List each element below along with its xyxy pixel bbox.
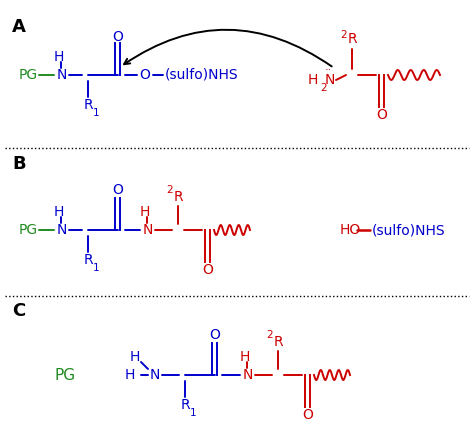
Text: O: O bbox=[112, 183, 123, 197]
Text: (sulfo)NHS: (sulfo)NHS bbox=[372, 223, 446, 237]
Text: R: R bbox=[83, 253, 93, 267]
Text: (sulfo)NHS: (sulfo)NHS bbox=[165, 68, 238, 82]
Text: H: H bbox=[54, 50, 64, 64]
Text: R: R bbox=[273, 335, 283, 349]
Text: 2: 2 bbox=[266, 330, 273, 340]
Text: O: O bbox=[139, 68, 150, 82]
Text: H: H bbox=[54, 205, 64, 219]
Text: H: H bbox=[130, 350, 140, 364]
Text: O: O bbox=[202, 263, 213, 277]
Text: N: N bbox=[150, 368, 160, 382]
Text: HO: HO bbox=[340, 223, 361, 237]
Text: R: R bbox=[83, 98, 93, 112]
Text: N: N bbox=[325, 73, 335, 87]
Text: C: C bbox=[12, 302, 25, 320]
Text: 1: 1 bbox=[93, 108, 100, 118]
Text: N: N bbox=[143, 223, 153, 237]
Text: O: O bbox=[112, 30, 123, 44]
Text: H: H bbox=[140, 205, 150, 219]
Text: B: B bbox=[12, 155, 26, 173]
Text: R: R bbox=[180, 398, 190, 412]
Text: 1: 1 bbox=[93, 263, 100, 273]
Text: O: O bbox=[302, 408, 313, 422]
Text: N: N bbox=[57, 68, 67, 82]
Text: O: O bbox=[210, 328, 220, 342]
Text: ··: ·· bbox=[324, 65, 332, 75]
Text: PG: PG bbox=[55, 367, 75, 382]
Text: 1: 1 bbox=[190, 408, 196, 418]
Text: R: R bbox=[173, 190, 183, 204]
Text: N: N bbox=[243, 368, 253, 382]
Text: H: H bbox=[125, 368, 135, 382]
Text: 2: 2 bbox=[340, 30, 347, 40]
Text: 2: 2 bbox=[320, 83, 327, 93]
Text: R: R bbox=[347, 32, 357, 46]
Text: A: A bbox=[12, 18, 26, 36]
Text: PG: PG bbox=[19, 68, 38, 82]
Text: H: H bbox=[240, 350, 250, 364]
Text: PG: PG bbox=[19, 223, 38, 237]
Text: O: O bbox=[376, 108, 387, 122]
Text: H: H bbox=[308, 73, 318, 87]
Text: 2: 2 bbox=[166, 185, 173, 195]
Text: N: N bbox=[57, 223, 67, 237]
